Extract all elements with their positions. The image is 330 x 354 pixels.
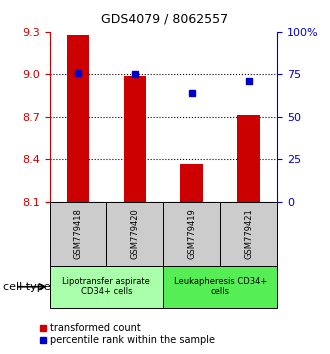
Bar bbox=[106, 202, 163, 266]
Bar bbox=[123, 76, 146, 202]
Text: GSM779421: GSM779421 bbox=[244, 208, 253, 259]
Bar bbox=[163, 266, 277, 308]
Text: cell type: cell type bbox=[3, 282, 51, 292]
Bar bbox=[163, 202, 220, 266]
Text: Leukapheresis CD34+
cells: Leukapheresis CD34+ cells bbox=[174, 277, 267, 296]
Text: GSM779419: GSM779419 bbox=[187, 208, 196, 259]
Text: GSM779420: GSM779420 bbox=[130, 208, 139, 259]
Bar bbox=[50, 266, 163, 308]
Bar bbox=[220, 202, 277, 266]
Bar bbox=[67, 35, 89, 202]
Bar bbox=[181, 164, 203, 202]
Text: GSM779418: GSM779418 bbox=[74, 208, 82, 259]
Text: Lipotransfer aspirate
CD34+ cells: Lipotransfer aspirate CD34+ cells bbox=[62, 277, 150, 296]
Legend: transformed count, percentile rank within the sample: transformed count, percentile rank withi… bbox=[38, 321, 217, 347]
Text: GDS4079 / 8062557: GDS4079 / 8062557 bbox=[101, 12, 229, 25]
Bar bbox=[237, 115, 260, 202]
Bar bbox=[50, 202, 106, 266]
